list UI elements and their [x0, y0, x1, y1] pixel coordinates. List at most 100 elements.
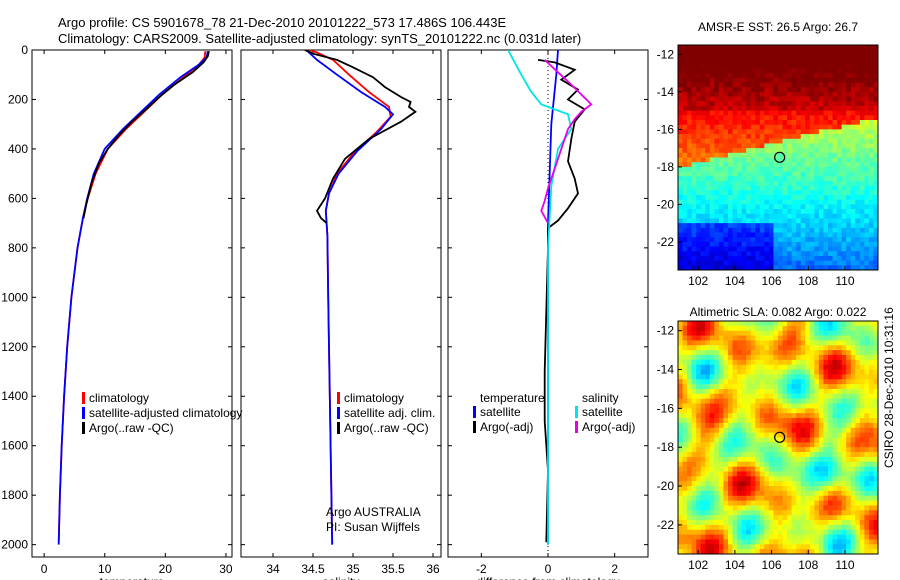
altimetric-sla-cell: [714, 384, 720, 390]
amsre-sst-cell: [691, 120, 697, 126]
altimetric-sla-cell: [855, 505, 861, 511]
altimetric-sla-cell: [832, 408, 838, 414]
altimetric-sla-cell: [764, 345, 770, 351]
altimetric-sla-cell: [682, 330, 688, 337]
amsre-sst-cell: [818, 129, 824, 135]
amsre-sst-cell: [728, 105, 734, 112]
amsre-sst-cell: [737, 49, 743, 55]
altimetric-sla-cell: [800, 524, 806, 531]
amsre-sst-cell: [837, 227, 843, 233]
amsre-sst-cell: [805, 49, 811, 55]
amsre-sst-cell: [764, 110, 770, 116]
amsre-sst-cell: [709, 176, 715, 182]
altimetric-sla-cell: [682, 442, 688, 448]
altimetric-sla-cell: [868, 388, 874, 395]
altimetric-sla-cell: [823, 369, 829, 375]
altimetric-sla-cell: [718, 413, 724, 419]
amsre-sst-cell: [714, 96, 720, 102]
amsre-sst-cell: [855, 209, 861, 215]
altimetric-sla-cell: [859, 350, 865, 356]
altimetric-sla-cell: [873, 403, 879, 409]
amsre-sst-cell: [809, 105, 815, 112]
amsre-sst-cell: [828, 260, 834, 266]
amsre-sst-cell: [805, 209, 811, 215]
amsre-sst-cell: [787, 227, 793, 233]
altimetric-sla-cell: [841, 369, 847, 375]
altimetric-sla-cell: [796, 403, 802, 409]
amsre-sst-cell: [873, 143, 879, 149]
altimetric-sla-cell: [828, 354, 834, 361]
altimetric-sla-cell: [746, 437, 752, 443]
altimetric-sla-cell: [723, 544, 729, 550]
amsre-sst-cell: [759, 45, 765, 51]
amsre-sst-cell: [809, 45, 815, 51]
altimetric-sla-cell: [718, 524, 724, 531]
altimetric-sla-cell: [837, 490, 843, 497]
altimetric-sla-cell: [691, 325, 697, 332]
altimetric-sla-ytick-label: -18: [657, 440, 675, 454]
altimetric-sla-cell: [714, 437, 720, 443]
altimetric-sla-cell: [696, 437, 702, 443]
altimetric-sla-cell: [859, 520, 865, 526]
altimetric-sla-cell: [818, 350, 824, 356]
altimetric-sla-cell: [800, 350, 806, 356]
amsre-sst-cell: [800, 209, 806, 215]
amsre-sst-cell: [728, 199, 734, 205]
altimetric-sla-cell: [832, 549, 838, 555]
altimetric-sla-cell: [828, 505, 834, 511]
amsre-sst-cell: [682, 143, 688, 149]
altimetric-sla-cell: [832, 330, 838, 337]
amsre-sst-cell: [696, 49, 702, 55]
altimetric-sla-cell: [850, 398, 856, 405]
amsre-sst-cell: [778, 134, 784, 140]
altimetric-sla-cell: [764, 418, 770, 424]
amsre-sst-cell: [841, 232, 847, 238]
amsre-sst-cell: [859, 101, 865, 107]
altimetric-sla-cell: [837, 471, 843, 477]
amsre-sst-cell: [732, 91, 738, 98]
amsre-sst-cell: [687, 73, 693, 79]
altimetric-sla-cell: [832, 354, 838, 361]
amsre-sst-cell: [714, 204, 720, 210]
altimetric-sla-cell: [805, 490, 811, 497]
amsre-sst-cell: [800, 246, 806, 252]
altimetric-sla-cell: [746, 335, 752, 341]
amsre-sst-cell: [850, 185, 856, 191]
amsre-sst-cell: [846, 246, 852, 252]
amsre-sst-cell: [737, 115, 743, 121]
altimetric-sla-cell: [800, 437, 806, 443]
altimetric-sla-cell: [796, 321, 802, 327]
amsre-sst-cell: [737, 96, 743, 102]
altimetric-sla-cell: [782, 539, 788, 545]
amsre-sst-cell: [718, 241, 724, 248]
altimetric-sla-cell: [737, 359, 743, 366]
amsre-sst-cell: [705, 232, 711, 238]
amsre-sst-cell: [687, 190, 693, 196]
amsre-sst-cell: [741, 157, 747, 163]
amsre-sst-cell: [787, 143, 793, 149]
amsre-sst-cell: [687, 223, 693, 229]
altimetric-sla-cell: [705, 432, 711, 438]
amsre-sst-cell: [705, 176, 711, 182]
amsre-sst-cell: [868, 73, 874, 79]
amsre-sst-cell: [764, 54, 770, 60]
altimetric-sla-cell: [850, 524, 856, 531]
altimetric-sla-cell: [859, 403, 865, 409]
difference-xtick-label: 2: [611, 562, 618, 576]
amsre-sst-cell: [805, 157, 811, 163]
amsre-sst-cell: [868, 96, 874, 102]
diff-temperature-legend-label: Argo(-adj): [480, 420, 533, 434]
altimetric-sla-cell: [787, 364, 793, 371]
altimetric-sla-cell: [746, 364, 752, 371]
altimetric-sla-cell: [705, 427, 711, 434]
altimetric-sla-cell: [832, 350, 838, 356]
altimetric-sla-cell: [805, 388, 811, 395]
amsre-sst-cell: [864, 68, 870, 74]
amsre-sst-cell: [859, 148, 865, 154]
altimetric-sla-cell: [700, 321, 706, 327]
altimetric-sla-cell: [741, 539, 747, 545]
altimetric-sla-cell: [850, 500, 856, 506]
altimetric-sla-cell: [841, 427, 847, 434]
altimetric-sla-cell: [846, 350, 852, 356]
altimetric-sla-cell: [805, 359, 811, 366]
